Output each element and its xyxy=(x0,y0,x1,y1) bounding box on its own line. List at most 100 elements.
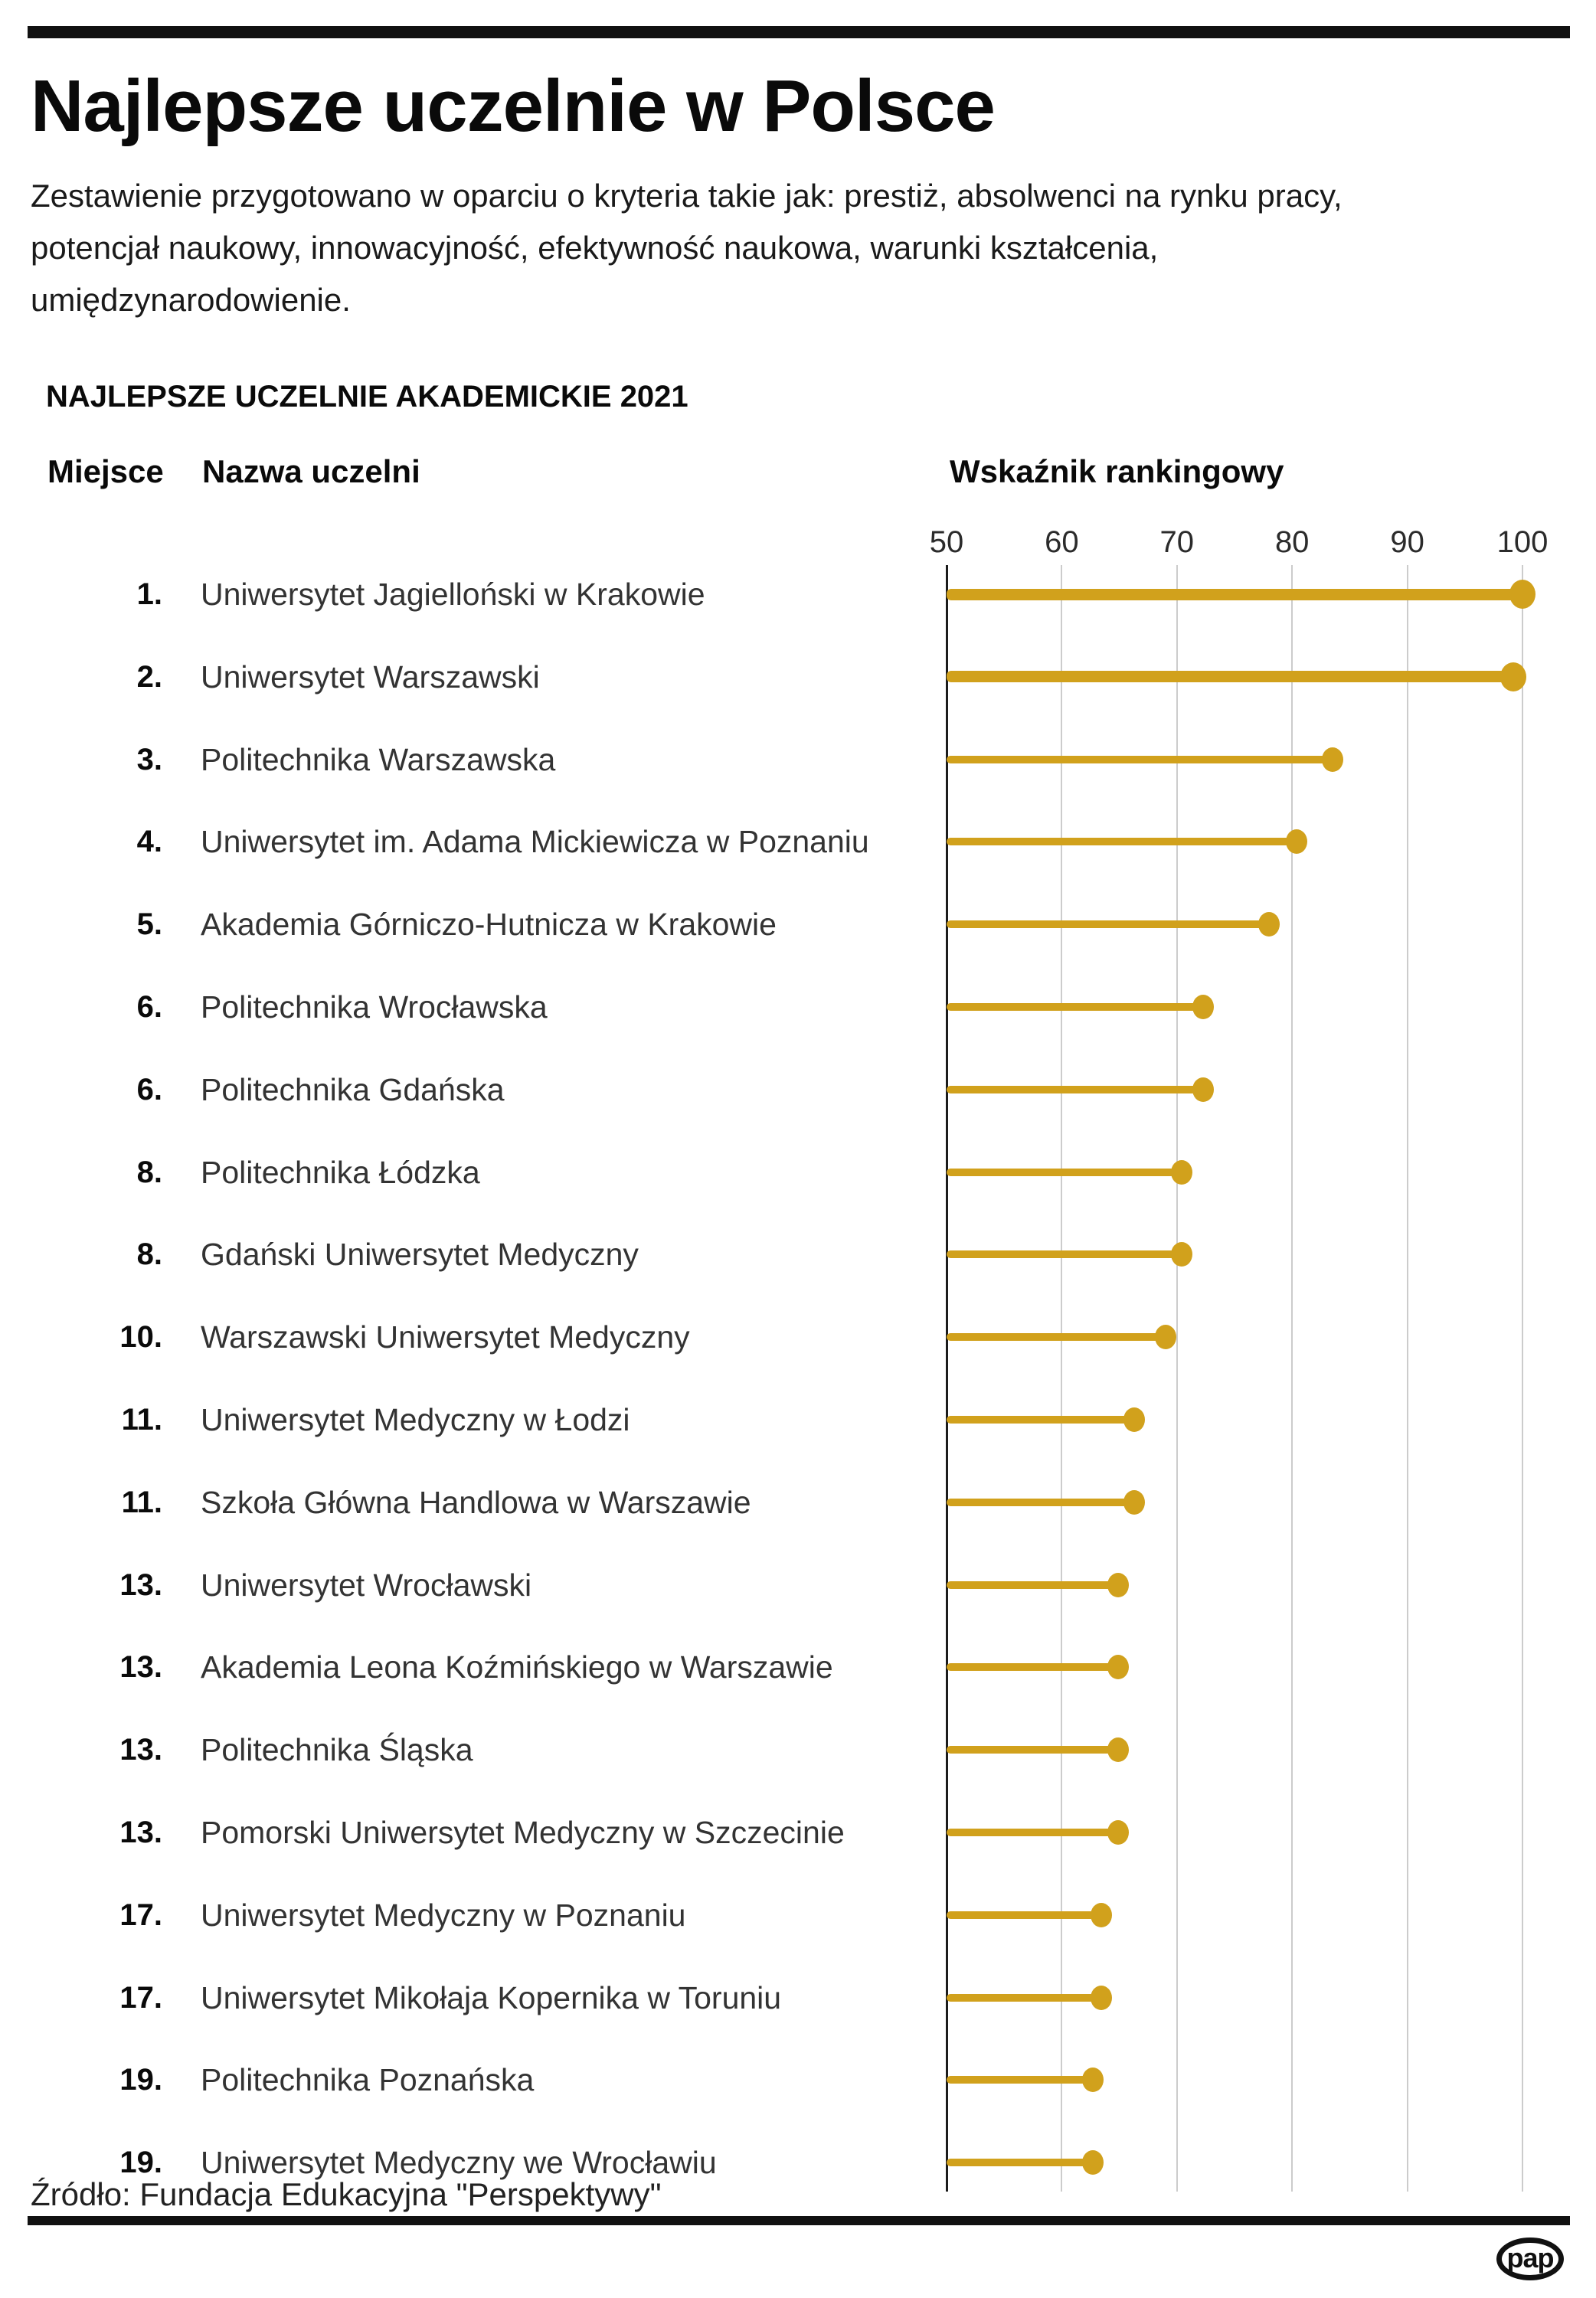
lollipop-stick xyxy=(947,671,1513,683)
pap-logo: pap xyxy=(1496,2238,1564,2280)
top-divider-bar xyxy=(28,26,1570,38)
row-rank: 6. xyxy=(136,1072,162,1107)
row-university-name: Akademia Leona Koźmińskiego w Warszawie xyxy=(201,1649,833,1685)
row-university-name: Politechnika Warszawska xyxy=(201,741,556,777)
lollipop-stick xyxy=(947,1911,1101,1919)
lollipop-dot xyxy=(1258,912,1280,937)
lollipop-dot xyxy=(1123,1489,1146,1515)
row-rank: 13. xyxy=(119,1567,162,1602)
row-university-name: Uniwersytet Medyczny w Poznaniu xyxy=(201,1897,686,1933)
row-rank: 8. xyxy=(136,1237,162,1272)
axis-line xyxy=(945,565,948,2192)
page-subtitle: Zestawienie przygotowano w oparciu o kry… xyxy=(31,178,1343,319)
lollipop-dot xyxy=(1170,1242,1192,1267)
lollipop-stick xyxy=(947,588,1522,600)
lollipop-stick xyxy=(947,2159,1093,2167)
lollipop-dot xyxy=(1154,1325,1176,1350)
lollipop-stick xyxy=(947,1168,1182,1176)
lollipop-dot xyxy=(1123,1407,1146,1432)
x-tick-label-100: 100 xyxy=(1496,525,1549,559)
lollipop-dot xyxy=(1107,1655,1130,1680)
bottom-divider-bar xyxy=(28,2216,1570,2225)
row-university-name: Politechnika Łódzka xyxy=(201,1154,480,1190)
x-tick-label-80: 80 xyxy=(1274,525,1310,559)
row-university-name: Uniwersytet Mikołaja Kopernika w Toruniu xyxy=(201,1979,782,2015)
lollipop-dot xyxy=(1192,995,1215,1019)
lollipop-dot xyxy=(1090,1985,1112,2010)
row-university-name: Warszawski Uniwersytet Medyczny xyxy=(201,1319,690,1355)
row-university-name: Pomorski Uniwersytet Medyczny w Szczecin… xyxy=(201,1815,845,1850)
row-rank: 13. xyxy=(119,1650,162,1685)
row-rank: 1. xyxy=(136,577,162,611)
x-tick-label-90: 90 xyxy=(1390,525,1424,559)
row-rank: 11. xyxy=(121,1485,162,1519)
gridline-80 xyxy=(1291,565,1293,2192)
column-header-name: Nazwa uczelni xyxy=(202,453,420,489)
lollipop-stick xyxy=(947,1829,1119,1836)
row-university-name: Politechnika Śląska xyxy=(201,1732,473,1768)
row-university-name: Politechnika Gdańska xyxy=(201,1071,505,1107)
row-rank: 5. xyxy=(136,907,162,942)
pap-logo-text: pap xyxy=(1506,2242,1554,2273)
row-rank: 4. xyxy=(136,825,162,859)
row-university-name: Uniwersytet Jagielloński w Krakowie xyxy=(201,577,705,612)
row-university-name: Politechnika Wrocławska xyxy=(201,989,548,1025)
x-tick-label-60: 60 xyxy=(1045,525,1079,559)
lollipop-dot xyxy=(1107,1572,1130,1597)
row-university-name: Uniwersytet Medyczny w Łodzi xyxy=(201,1402,630,1437)
row-rank: 17. xyxy=(119,1980,162,2015)
lollipop-dot xyxy=(1192,1077,1215,1102)
lollipop-dot xyxy=(1321,747,1343,772)
row-rank: 19. xyxy=(119,2146,162,2180)
row-rank: 19. xyxy=(119,2063,162,2097)
row-rank: 2. xyxy=(136,659,162,694)
column-header-value: Wskaźnik rankingowy xyxy=(950,453,1284,489)
lollipop-dot xyxy=(1286,829,1308,855)
x-tick-label-70: 70 xyxy=(1159,525,1195,559)
row-rank: 11. xyxy=(121,1403,162,1437)
row-rank: 17. xyxy=(119,1898,162,1932)
page-title: Najlepsze uczelnie w Polsce xyxy=(31,65,996,147)
lollipop-dot xyxy=(1500,662,1526,691)
row-rank: 3. xyxy=(136,742,162,776)
lollipop-stick xyxy=(947,838,1297,846)
gridline-70 xyxy=(1176,565,1178,2192)
lollipop-dot xyxy=(1082,2150,1104,2175)
lollipop-stick xyxy=(947,1003,1204,1011)
column-header-rank: Miejsce xyxy=(47,453,164,489)
lollipop-dot xyxy=(1509,580,1535,609)
lollipop-dot xyxy=(1107,1820,1130,1845)
row-rank: 6. xyxy=(136,990,162,1024)
gridline-60 xyxy=(1061,565,1063,2192)
x-tick-label-50: 50 xyxy=(929,525,964,559)
lollipop-stick xyxy=(947,1250,1182,1259)
row-university-name: Uniwersytet im. Adama Mickiewicza w Pozn… xyxy=(201,824,869,860)
row-university-name: Gdański Uniwersytet Medyczny xyxy=(201,1237,639,1273)
lollipop-stick xyxy=(947,1333,1166,1342)
row-university-name: Politechnika Poznańska xyxy=(201,2062,535,2098)
lollipop-stick xyxy=(947,2076,1093,2084)
row-rank: 13. xyxy=(119,1733,162,1767)
row-university-name: Akademia Górniczo-Hutnicza w Krakowie xyxy=(201,907,777,943)
gridline-100 xyxy=(1522,565,1523,2192)
source-note: Źródło: Fundacja Edukacyjna "Perspektywy… xyxy=(31,2176,662,2212)
lollipop-stick xyxy=(947,1085,1204,1093)
gridline-90 xyxy=(1406,565,1408,2192)
row-university-name: Szkoła Główna Handlowa w Warszawie xyxy=(201,1484,751,1520)
lollipop-dot xyxy=(1082,2068,1104,2093)
row-rank: 8. xyxy=(136,1155,162,1189)
row-university-name: Uniwersytet Medyczny we Wrocławiu xyxy=(201,2145,717,2181)
lollipop-stick xyxy=(947,1416,1135,1424)
lollipop-stick xyxy=(947,1580,1119,1589)
row-rank: 10. xyxy=(119,1320,162,1355)
section-header: NAJLEPSZE UCZELNIE AKADEMICKIE 2021 xyxy=(46,380,688,414)
lollipop-stick xyxy=(947,1993,1101,2002)
lollipop-dot xyxy=(1107,1737,1130,1763)
lollipop-stick xyxy=(947,1498,1135,1506)
row-university-name: Uniwersytet Warszawski xyxy=(201,659,540,695)
lollipop-stick xyxy=(947,920,1270,929)
row-rank: 13. xyxy=(119,1816,162,1849)
lollipop-dot xyxy=(1170,1159,1192,1185)
lollipop-stick xyxy=(947,1663,1119,1672)
